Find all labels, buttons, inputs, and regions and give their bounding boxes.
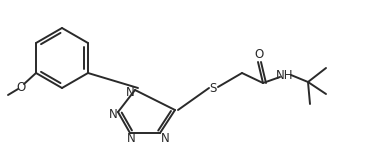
Text: N: N <box>127 132 135 146</box>
Text: N: N <box>161 132 169 146</box>
Text: N: N <box>126 85 134 98</box>
Text: O: O <box>254 47 264 60</box>
Text: NH: NH <box>276 69 294 82</box>
Text: S: S <box>209 82 217 94</box>
Text: N: N <box>109 108 118 121</box>
Text: O: O <box>16 81 26 93</box>
